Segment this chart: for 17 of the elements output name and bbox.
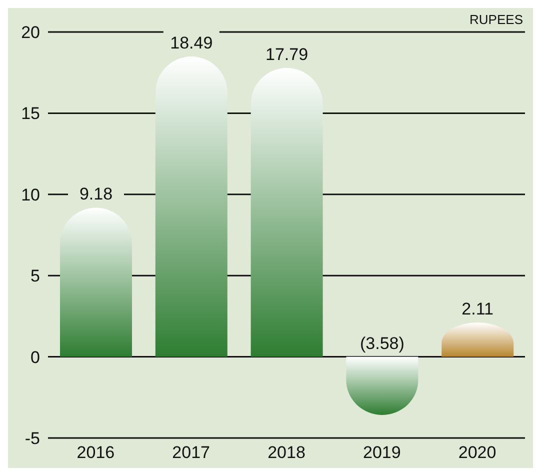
y-tick-label: 15 [21, 104, 40, 124]
y-tick-label: 5 [30, 266, 40, 286]
data-label: 18.49 [170, 34, 213, 53]
y-axis-title: RUPEES [470, 12, 524, 27]
y-tick-label: 0 [30, 348, 40, 367]
x-tick-label: 2017 [172, 443, 210, 462]
y-tick-label: -5 [24, 429, 40, 448]
x-tick-label: 2016 [76, 443, 115, 462]
data-label: 17.79 [266, 44, 308, 64]
data-label: 9.18 [79, 184, 113, 204]
x-tick-label: 2018 [268, 443, 306, 462]
y-tick-label: 20 [21, 23, 40, 42]
x-tick-label: 2019 [362, 443, 401, 462]
x-tick-label: 2020 [458, 443, 496, 462]
y-tick-label: 10 [21, 185, 40, 204]
data-label: (3.58) [360, 334, 404, 353]
data-label: 2.11 [462, 300, 494, 319]
